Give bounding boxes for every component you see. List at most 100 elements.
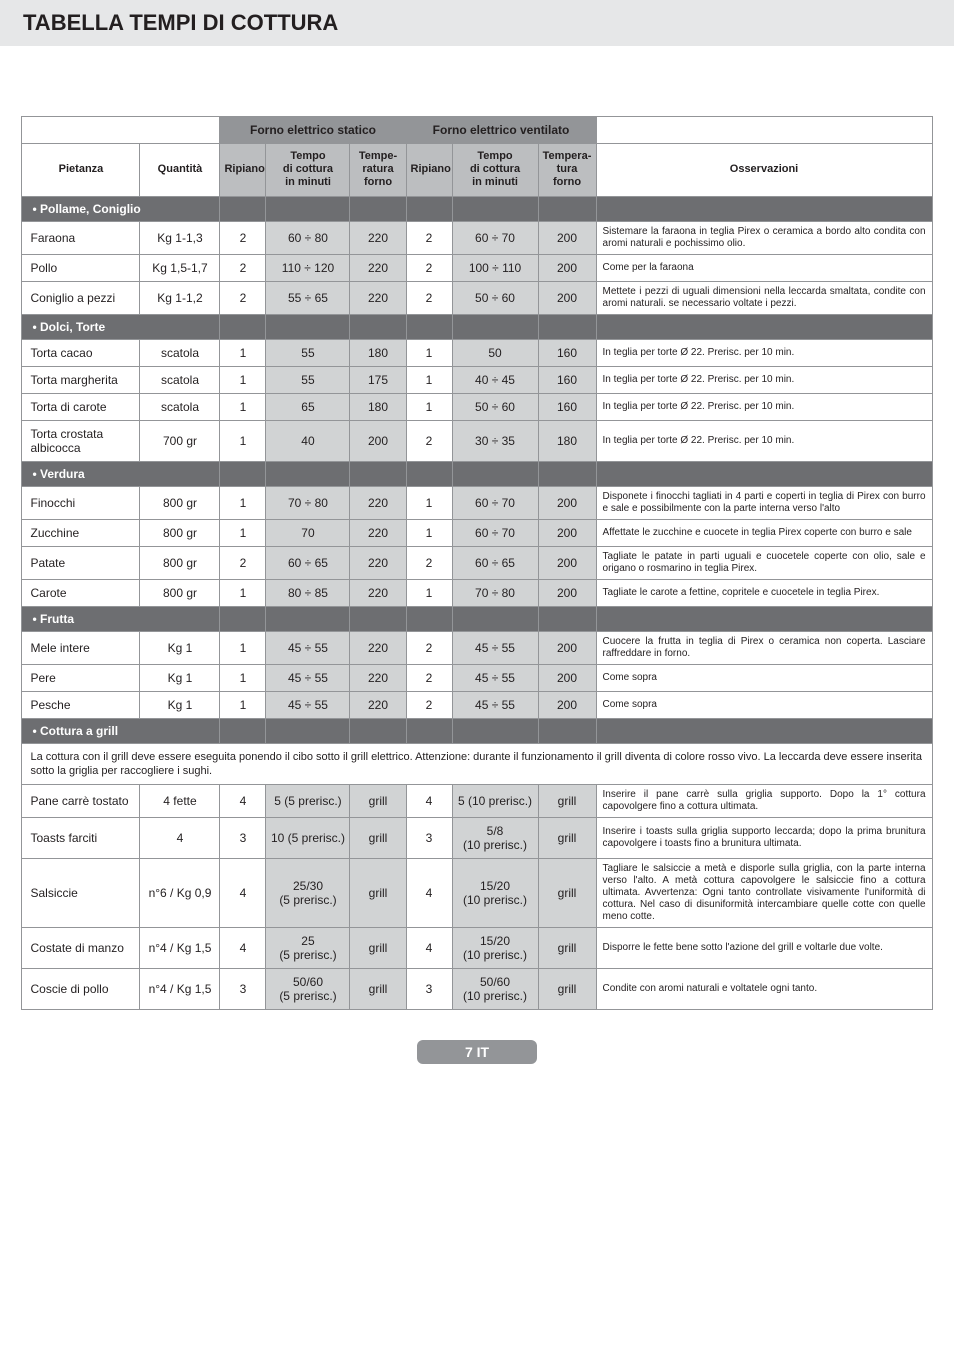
table-row: Finocchi800 gr170 ÷ 80220160 ÷ 70200Disp… bbox=[22, 486, 932, 519]
cell: Faraona bbox=[22, 221, 140, 254]
cell: grill bbox=[538, 928, 596, 969]
cell: Kg 1-1,2 bbox=[140, 281, 220, 314]
cell: 160 bbox=[538, 393, 596, 420]
cell: 1 bbox=[406, 393, 452, 420]
cell: Disporre le fette bene sotto l'azione de… bbox=[596, 928, 932, 969]
cell: 2 bbox=[220, 254, 266, 281]
cell: 2 bbox=[406, 691, 452, 718]
cell: Carote bbox=[22, 579, 140, 606]
cell: 15/20(10 prerisc.) bbox=[452, 928, 538, 969]
section-empty bbox=[220, 606, 266, 631]
cell: 60 ÷ 65 bbox=[266, 546, 350, 579]
section-row: • Pollame, Coniglio bbox=[22, 196, 932, 221]
section-empty bbox=[406, 196, 452, 221]
section-empty bbox=[266, 314, 350, 339]
cell: 55 bbox=[266, 366, 350, 393]
cell: 1 bbox=[220, 420, 266, 461]
cell: Mele intere bbox=[22, 631, 140, 664]
section-label: • Pollame, Coniglio bbox=[22, 196, 220, 221]
cell: 50 ÷ 60 bbox=[452, 393, 538, 420]
table-row: Torta margheritascatola155175140 ÷ 45160… bbox=[22, 366, 932, 393]
cell: 2 bbox=[406, 254, 452, 281]
section-empty bbox=[452, 718, 538, 743]
cell: 4 bbox=[220, 859, 266, 928]
section-empty bbox=[538, 196, 596, 221]
cell: 220 bbox=[350, 691, 406, 718]
cell: Pollo bbox=[22, 254, 140, 281]
cell: 800 gr bbox=[140, 546, 220, 579]
cell: 100 ÷ 110 bbox=[452, 254, 538, 281]
cell: 60 ÷ 70 bbox=[452, 519, 538, 546]
cell: 220 bbox=[350, 221, 406, 254]
cell: Inserire il pane carrè sulla griglia sup… bbox=[596, 785, 932, 818]
cell: n°4 / Kg 1,5 bbox=[140, 928, 220, 969]
page-number: 7 IT bbox=[417, 1040, 537, 1064]
section-empty bbox=[538, 461, 596, 486]
cell: 4 bbox=[406, 785, 452, 818]
cell: Finocchi bbox=[22, 486, 140, 519]
section-empty bbox=[266, 461, 350, 486]
cell: 45 ÷ 55 bbox=[266, 631, 350, 664]
cell: 2 bbox=[220, 221, 266, 254]
cell: Kg 1 bbox=[140, 631, 220, 664]
cell: 800 gr bbox=[140, 519, 220, 546]
cell: Come sopra bbox=[596, 664, 932, 691]
cell: Pere bbox=[22, 664, 140, 691]
cell: 4 bbox=[406, 928, 452, 969]
cell: Pesche bbox=[22, 691, 140, 718]
cell: 15/20(10 prerisc.) bbox=[452, 859, 538, 928]
section-empty bbox=[220, 718, 266, 743]
cell: 2 bbox=[406, 546, 452, 579]
cell: 800 gr bbox=[140, 579, 220, 606]
cell: 160 bbox=[538, 366, 596, 393]
cell: 4 bbox=[406, 859, 452, 928]
cell: 800 gr bbox=[140, 486, 220, 519]
cell: 175 bbox=[350, 366, 406, 393]
cell: 1 bbox=[220, 486, 266, 519]
section-empty bbox=[350, 461, 406, 486]
cell: 1 bbox=[220, 631, 266, 664]
section-empty bbox=[596, 718, 932, 743]
cell: 2 bbox=[220, 546, 266, 579]
cell: 5 (5 prerisc.) bbox=[266, 785, 350, 818]
section-label: • Cottura a grill bbox=[22, 718, 220, 743]
table-row: Patate800 gr260 ÷ 65220260 ÷ 65200Taglia… bbox=[22, 546, 932, 579]
cell: 4 fette bbox=[140, 785, 220, 818]
cell: grill bbox=[350, 969, 406, 1010]
cell: Torta cacao bbox=[22, 339, 140, 366]
table-row: PereKg 1145 ÷ 55220245 ÷ 55200Come sopra bbox=[22, 664, 932, 691]
section-label: • Verdura bbox=[22, 461, 220, 486]
col-tempera: Tempera-tura forno bbox=[538, 144, 596, 197]
cell: 1 bbox=[220, 664, 266, 691]
cell: 70 bbox=[266, 519, 350, 546]
cell: 1 bbox=[406, 579, 452, 606]
table-row: Pane carrè tostato4 fette 4 5 (5 prerisc.)… bbox=[22, 785, 932, 818]
cell: grill bbox=[350, 785, 406, 818]
cell: 200 bbox=[538, 519, 596, 546]
cell: Pane carrè tostato bbox=[22, 785, 140, 818]
cell: scatola bbox=[140, 339, 220, 366]
table-row: Torta di carotescatola165180150 ÷ 60160I… bbox=[22, 393, 932, 420]
cell: 1 bbox=[220, 339, 266, 366]
section-empty bbox=[596, 196, 932, 221]
cell: scatola bbox=[140, 393, 220, 420]
cell: 2 bbox=[220, 281, 266, 314]
cell: 45 ÷ 55 bbox=[266, 664, 350, 691]
section-empty bbox=[350, 718, 406, 743]
table-row: PescheKg 1145 ÷ 55220245 ÷ 55200Come sop… bbox=[22, 691, 932, 718]
cell: Inserire i toasts sulla griglia supporto… bbox=[596, 818, 932, 859]
col-quantita: Quantità bbox=[140, 144, 220, 197]
section-empty bbox=[596, 461, 932, 486]
cell: 220 bbox=[350, 546, 406, 579]
cell: n°4 / Kg 1,5 bbox=[140, 969, 220, 1010]
cell: 5 (10 prerisc.) bbox=[452, 785, 538, 818]
cell: 200 bbox=[538, 691, 596, 718]
cell: 2 bbox=[406, 631, 452, 664]
cell: n°6 / Kg 0,9 bbox=[140, 859, 220, 928]
cell: Costate di manzo bbox=[22, 928, 140, 969]
cell: 200 bbox=[350, 420, 406, 461]
cell: 60 ÷ 80 bbox=[266, 221, 350, 254]
cell: Tagliate le carote a fettine, copritele … bbox=[596, 579, 932, 606]
header-blank bbox=[22, 117, 220, 144]
col-tempo2: Tempodi cotturain minuti bbox=[452, 144, 538, 197]
